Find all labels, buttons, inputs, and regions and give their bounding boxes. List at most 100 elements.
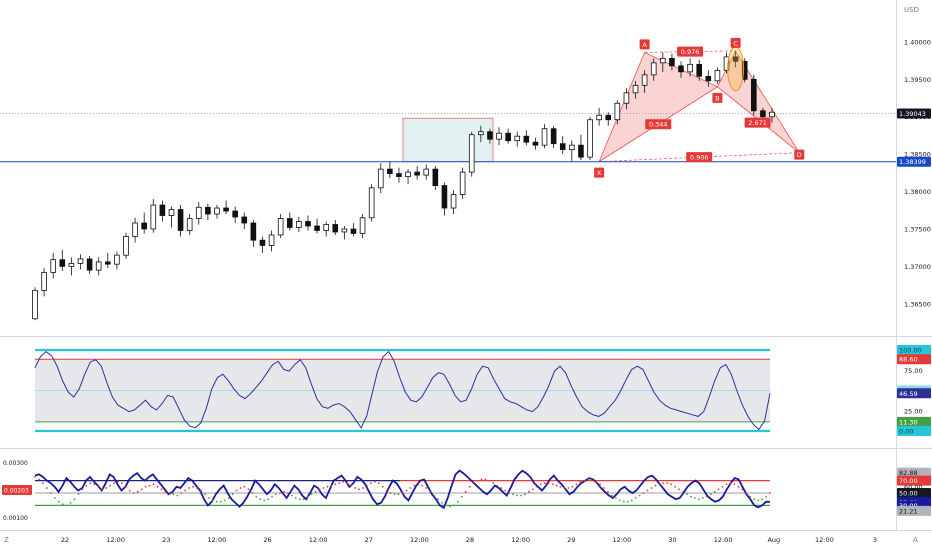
time-tick-label: 12:00: [613, 536, 632, 544]
candle-body-up: [123, 236, 129, 256]
indicator-dot: [496, 484, 499, 487]
rsi-scale-label: 46.59: [899, 390, 918, 398]
candle-body-down: [414, 171, 420, 176]
time-tick-label: Aug: [767, 536, 780, 544]
indicator-dot: [615, 497, 617, 499]
indicator-dot: [761, 498, 763, 501]
indicator-dot: [389, 492, 392, 494]
indicator-dot: [314, 490, 317, 493]
indicator-dot: [89, 482, 92, 484]
indicator-dot: [306, 495, 309, 498]
candle-body-up: [41, 271, 47, 291]
indicator-dot: [366, 484, 368, 487]
candle-body-up: [769, 111, 775, 118]
candle: [405, 169, 411, 185]
indicator-dot: [492, 482, 495, 484]
indicator-dot: [164, 490, 167, 493]
indicator-dot: [219, 500, 222, 503]
indicator-dot: [555, 484, 558, 487]
candle: [660, 52, 666, 72]
candle-body-up: [77, 258, 84, 264]
indicator-dot: [524, 493, 526, 496]
indicator-dot: [421, 484, 424, 487]
candle-body-up: [168, 209, 175, 216]
indicator-dot: [733, 483, 736, 486]
indicator-dot: [140, 488, 143, 491]
candle-body-down: [441, 185, 448, 209]
candle-body-down: [760, 110, 766, 118]
candle-body-up: [596, 114, 602, 121]
indicator-dot: [156, 485, 159, 488]
indicator-dot: [551, 483, 554, 486]
indicator-dot: [172, 493, 175, 496]
candle-body-down: [605, 114, 612, 121]
indicator-dot: [705, 495, 708, 498]
indicator-dot: [472, 482, 475, 484]
candle: [741, 58, 748, 83]
indicator-dot: [346, 482, 349, 484]
candle-body-down: [159, 204, 166, 216]
time-tick-label: 29: [567, 536, 575, 544]
candle-body-up: [614, 102, 621, 121]
indicator-dot: [184, 489, 187, 492]
candle-body-up: [660, 57, 666, 64]
time-axis[interactable]: 22 12:00 23 12:00 26 12:00 27 12:00 28 12:00 29 12:…: [61, 536, 877, 544]
rsi-scale-label: 11.30: [899, 418, 918, 426]
indicator-dot: [547, 482, 550, 484]
indicator-dot: [302, 498, 305, 501]
indicator-dot: [136, 490, 139, 493]
candle: [359, 214, 366, 238]
pattern-point-badge: [730, 37, 741, 48]
candle-body-down: [104, 261, 111, 265]
time-axis-left-label: Z: [4, 536, 9, 544]
indicator-tick-label: 60.00: [904, 483, 923, 491]
candle: [305, 215, 311, 231]
indicator-dot: [543, 482, 546, 484]
candle: [241, 212, 248, 229]
candle-body-down: [578, 144, 584, 158]
candle: [132, 217, 138, 243]
candle-body-down: [259, 239, 266, 246]
indicator-dot: [666, 482, 669, 484]
indicator-dot: [717, 488, 720, 491]
candle: [377, 163, 384, 194]
indicator-dot: [42, 482, 44, 484]
indicator-dot: [318, 488, 321, 491]
indicator-dot: [109, 484, 111, 487]
candle: [86, 255, 93, 274]
indicator-dot: [243, 485, 246, 488]
candle-body-down: [532, 141, 539, 146]
indicator-dot: [204, 493, 206, 496]
indicator-dot: [362, 487, 364, 489]
candle-body-up: [114, 254, 120, 265]
indicator-dot: [429, 490, 432, 493]
pattern-point-label: B: [715, 94, 719, 102]
indicator-dot: [626, 500, 629, 503]
time-tick-label: 12:00: [106, 536, 125, 544]
indicator-dot: [144, 485, 147, 488]
candle: [705, 70, 712, 87]
candle-body-up: [496, 132, 502, 140]
indicator-dot: [694, 497, 696, 499]
indicator-pane[interactable]: 82.8870.0060.0050.0035.6930.0021.210.003…: [2, 460, 931, 522]
time-axis-right-label: A: [913, 536, 918, 544]
candle: [550, 125, 557, 149]
price-tick-label: 1.36500: [904, 300, 931, 308]
candle-body-down: [550, 128, 557, 145]
candle: [541, 124, 548, 149]
indicator-dot: [188, 487, 191, 489]
indicator-dot: [520, 494, 522, 497]
indicator-dot: [93, 483, 96, 486]
indicator-scale-label-bg: [897, 505, 931, 516]
currency-label: USD: [904, 6, 919, 14]
price-pane[interactable]: X A B C D 0.344 0.976 2.671 0.906 1.40000 1.39500 1…: [0, 37, 931, 321]
indicator-dot: [377, 482, 380, 484]
indicator-dot: [279, 492, 281, 494]
indicator-dot: [453, 504, 455, 507]
indicator-dot: [251, 492, 254, 494]
indicator-dot: [38, 478, 40, 481]
indicator-dot: [381, 485, 384, 488]
